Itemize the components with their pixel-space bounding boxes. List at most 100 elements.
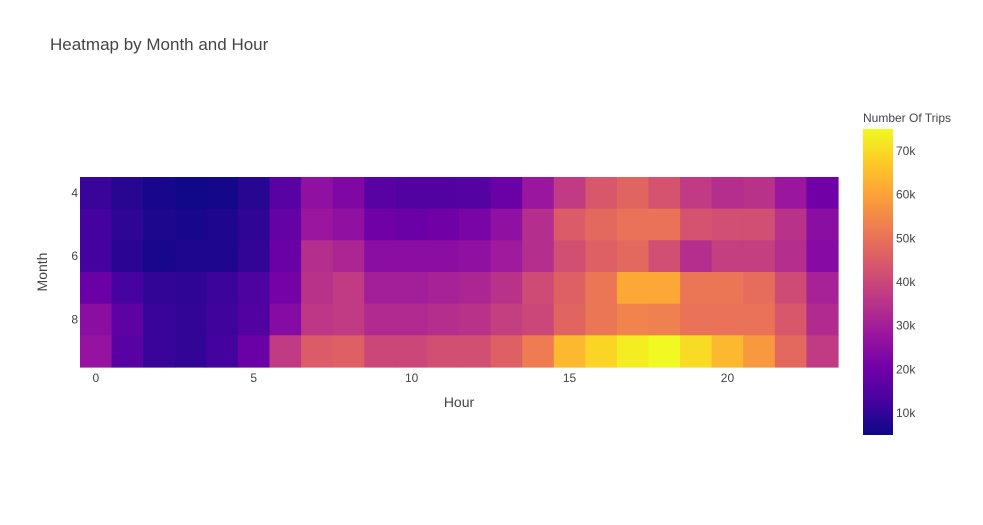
chart-title: Heatmap by Month and Hour [50, 35, 269, 54]
heatmap-cell [174, 177, 207, 210]
heatmap-cell [806, 208, 839, 241]
heatmap-cell [269, 208, 302, 241]
heatmap-cell [648, 177, 681, 210]
heatmap-cell [616, 335, 650, 368]
heatmap-cell [806, 272, 839, 305]
heatmap-cell [237, 177, 271, 210]
heatmap-cell [301, 335, 334, 368]
heatmap-cell [459, 177, 492, 210]
heatmap-cell [711, 272, 744, 305]
y-tick-label: 6 [71, 249, 78, 263]
heatmap-cell [143, 240, 176, 273]
heatmap-cell [143, 177, 176, 210]
heatmap-cell [364, 335, 397, 368]
heatmap-cell [395, 335, 429, 368]
heatmap-cell [80, 208, 113, 241]
x-tick-label: 15 [563, 371, 577, 385]
colorbar-tick-label: 50k [896, 231, 916, 245]
heatmap-cell [364, 208, 397, 241]
heatmap-cell [143, 208, 176, 241]
heatmap-cell [427, 208, 460, 241]
heatmap-cell [648, 208, 681, 241]
heatmap-cell [680, 208, 713, 241]
heatmap-cell [206, 208, 239, 241]
heatmap-cell [648, 335, 681, 368]
heatmap-cell [743, 177, 776, 210]
heatmap-cell [680, 272, 713, 305]
colorbar-tick-label: 40k [896, 275, 916, 289]
heatmap-cell [743, 272, 776, 305]
heatmap-cell [364, 240, 397, 273]
colorbar-tick-label: 10k [896, 406, 916, 420]
heatmap-cell [711, 240, 744, 273]
heatmap-cell [522, 335, 555, 368]
heatmap-cell [711, 208, 744, 241]
x-tick-label: 10 [405, 371, 419, 385]
x-axis-title: Hour [444, 394, 475, 410]
heatmap-cell [585, 208, 618, 241]
heatmap-cell [143, 272, 176, 305]
colorbar-tick-label: 70k [896, 144, 916, 158]
heatmap-cell [332, 208, 365, 241]
heatmap-cell [585, 303, 618, 336]
heatmap-cell [459, 303, 492, 336]
heatmap-cell [301, 208, 334, 241]
y-tick-label: 8 [71, 313, 78, 327]
heatmap-cell [553, 303, 586, 336]
heatmap-cell [269, 177, 302, 210]
heatmap-cell [237, 208, 271, 241]
heatmap-cell [364, 272, 397, 305]
heatmap-cell [301, 177, 334, 210]
heatmap-cell [459, 208, 492, 241]
heatmap-cell [427, 303, 460, 336]
heatmap-cell [553, 240, 586, 273]
heatmap-cell [711, 335, 744, 368]
heatmap-cell [427, 240, 460, 273]
heatmap-cell [522, 303, 555, 336]
heatmap-cell [237, 272, 271, 305]
heatmap-cell [80, 335, 113, 368]
heatmap-cell [585, 272, 618, 305]
heatmap-cell [459, 272, 492, 305]
colorbar-tick-label: 60k [896, 188, 916, 202]
heatmap-cell [648, 272, 681, 305]
heatmap-cell [774, 303, 808, 336]
heatmap-cell [111, 208, 144, 241]
heatmap-cell [174, 335, 207, 368]
heatmap-cell [301, 240, 334, 273]
heatmap-cell [80, 303, 113, 336]
heatmap-cell [237, 335, 271, 368]
heatmap-cell [206, 303, 239, 336]
heatmap-cell [301, 303, 334, 336]
heatmap-cell [490, 335, 523, 368]
heatmap-cell [269, 335, 302, 368]
heatmap-cell [806, 303, 839, 336]
heatmap-cell [364, 177, 397, 210]
heatmap-cell [553, 177, 586, 210]
heatmap-cell [395, 208, 429, 241]
heatmap-cell [774, 272, 808, 305]
heatmap-cell [237, 303, 271, 336]
heatmap-cell [648, 240, 681, 273]
heatmap-cell [332, 272, 365, 305]
heatmap-cell [427, 335, 460, 368]
colorbar-tick-label: 30k [896, 319, 916, 333]
heatmap-cell [522, 240, 555, 273]
x-axis-ticks: 0 5 10 15 20 [92, 371, 734, 385]
heatmap-cell [206, 272, 239, 305]
heatmap-cell [111, 303, 144, 336]
heatmap-cell [680, 303, 713, 336]
heatmap-cell [111, 177, 144, 210]
heatmap-cell [80, 177, 113, 210]
heatmap-cell [459, 335, 492, 368]
y-tick-label: 4 [71, 186, 78, 200]
y-axis-ticks: 4 6 8 [71, 186, 78, 327]
heatmap-cell [395, 177, 429, 210]
x-tick-label: 20 [721, 371, 735, 385]
heatmap-cell [143, 303, 176, 336]
heatmap-cell [522, 272, 555, 305]
heatmap-cell [206, 240, 239, 273]
heatmap-cell [332, 335, 365, 368]
heatmap-cell [648, 303, 681, 336]
